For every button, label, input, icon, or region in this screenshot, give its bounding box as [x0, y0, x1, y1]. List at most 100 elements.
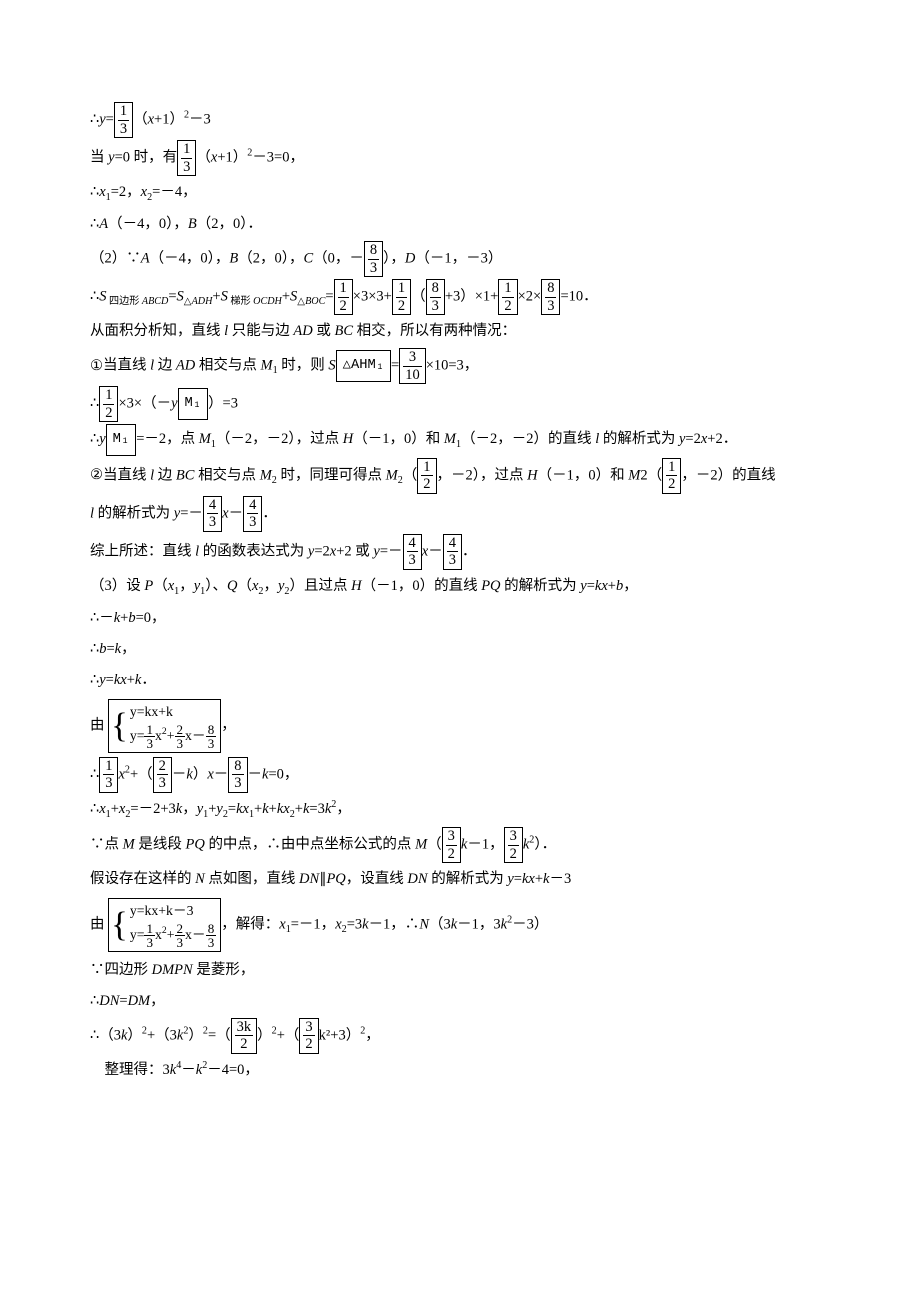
text: + — [282, 289, 290, 305]
boxed-frac-8-3: 83 — [541, 279, 560, 315]
text: 点如图，直线 — [205, 871, 299, 887]
text: =0， — [268, 766, 298, 782]
text: =－4， — [152, 184, 196, 200]
boxed-frac-1-2: 12 — [417, 458, 436, 494]
text: （2，0）， — [238, 251, 303, 267]
text: （－4，0）， — [150, 251, 230, 267]
text: = — [106, 672, 114, 688]
text: +3）×1+ — [445, 289, 499, 305]
text: 时，则 — [278, 358, 329, 374]
text: （3 — [429, 916, 451, 932]
boxed-sub-m1: M₁ — [178, 388, 209, 420]
text: + — [535, 871, 543, 887]
text: （－2，－2），过点 — [216, 431, 343, 447]
text: 当直线 — [103, 467, 150, 483]
var-PQ: PQ — [481, 578, 500, 594]
text: ． — [141, 672, 156, 688]
text: =0， — [136, 610, 166, 626]
boxed-frac-3-2: 32 — [442, 827, 461, 863]
var-DN: DN — [99, 993, 119, 1009]
sub-tri: △ — [297, 296, 305, 307]
var-A: A — [99, 216, 108, 232]
var-N: N — [195, 871, 205, 887]
text: ， — [179, 578, 194, 594]
var-M: M — [628, 467, 640, 483]
line: ∴－k+b=0， — [90, 604, 830, 633]
text: ， — [221, 717, 236, 733]
line: 由 { y=kx+k－3 y=13x2+23x－83 ，解得：x1=－1，x2=… — [90, 896, 830, 954]
var-M: M — [415, 836, 427, 852]
text: ，设直线 — [346, 871, 408, 887]
var-H: H — [343, 431, 353, 447]
text: 的函数表达式为 — [199, 543, 308, 559]
var-PQ: PQ — [185, 836, 204, 852]
text: ×10=3， — [426, 358, 479, 374]
var-b: b — [128, 610, 135, 626]
var-H: H — [351, 578, 361, 594]
text: + — [269, 801, 277, 817]
text: ，－2）的直线 — [681, 467, 775, 483]
line: ∴A（－4，0），B（2，0）． — [90, 210, 830, 239]
text: （2）∵ — [90, 251, 141, 267]
text: 的中点，∴由中点坐标公式的点 — [205, 836, 415, 852]
text: ×3×3+ — [353, 289, 392, 305]
boxed-frac-3k-2: 3k2 — [231, 1018, 258, 1054]
text: － — [181, 1062, 196, 1078]
eq2: y=13x2+23x－83 — [130, 922, 216, 949]
text: =3 — [309, 801, 324, 817]
text: =2， — [111, 184, 141, 200]
text: ∴ — [90, 641, 99, 657]
text: （ — [133, 111, 148, 127]
text: ， — [623, 578, 638, 594]
text: （－1，0）的直线 — [362, 578, 482, 594]
line: ∴b=k， — [90, 635, 830, 664]
var-A: A — [141, 251, 150, 267]
text: －3） — [512, 916, 548, 932]
text: ） — [257, 1027, 272, 1043]
text: ， — [263, 578, 278, 594]
var-AD: AD — [293, 323, 312, 339]
text: ∴（3 — [90, 1027, 121, 1043]
var-P: P — [144, 578, 153, 594]
line: （2）∵A（－4，0），B（2，0），C（0，－83），D（－1，－3） — [90, 241, 830, 277]
boxed-frac-1-3: 13 — [114, 102, 133, 138]
text: （3）设 — [90, 578, 144, 594]
text: ∴ — [90, 396, 99, 412]
line: ①当直线 l 边 AD 相交与点 M1 时，则 S △AHM₁=310×10=3… — [90, 348, 830, 384]
text: + — [111, 801, 119, 817]
text: =－ — [380, 543, 403, 559]
line: 当 y=0 时，有13（x+1）2－3=0， — [90, 140, 830, 176]
text: （ — [411, 289, 426, 305]
line: ∴12×3×（－y M₁）=3 — [90, 386, 830, 422]
text: =10． — [560, 289, 597, 305]
var-C: C — [303, 251, 313, 267]
text: 相交，所以有两种情况： — [353, 323, 516, 339]
text: （－1，0）和 — [353, 431, 444, 447]
var-S: S — [328, 358, 335, 374]
text: +2 或 — [336, 543, 373, 559]
line: 由 { y=kx+k y=13x2+23x－83 ， — [90, 697, 830, 755]
text: （－1，－3） — [415, 251, 502, 267]
boxed-frac-4-3: 43 — [203, 496, 222, 532]
text: +2． — [707, 431, 737, 447]
text: ） — [188, 1027, 203, 1043]
system-equations: y=kx+k y=13x2+23x－83 — [130, 702, 216, 750]
text: =0 时，有 — [115, 149, 178, 165]
text: ×2× — [518, 289, 542, 305]
text: 相交与点 — [194, 467, 259, 483]
text: =－2，点 — [136, 431, 199, 447]
text: － — [248, 766, 263, 782]
var-DN: DN — [299, 871, 319, 887]
text: ， — [336, 801, 351, 817]
text: ×3×（－ — [118, 396, 171, 412]
line: ∴x1=2，x2=－4， — [90, 178, 830, 208]
text: ∴ — [90, 801, 99, 817]
text: =2 — [685, 431, 700, 447]
line: 整理得：3k4－k2－4=0， — [90, 1056, 830, 1085]
text: － — [428, 543, 443, 559]
text: = — [514, 871, 522, 887]
var-M: M — [386, 467, 398, 483]
text: = — [106, 111, 114, 127]
var-Q: Q — [227, 578, 237, 594]
var-B: B — [229, 251, 238, 267]
